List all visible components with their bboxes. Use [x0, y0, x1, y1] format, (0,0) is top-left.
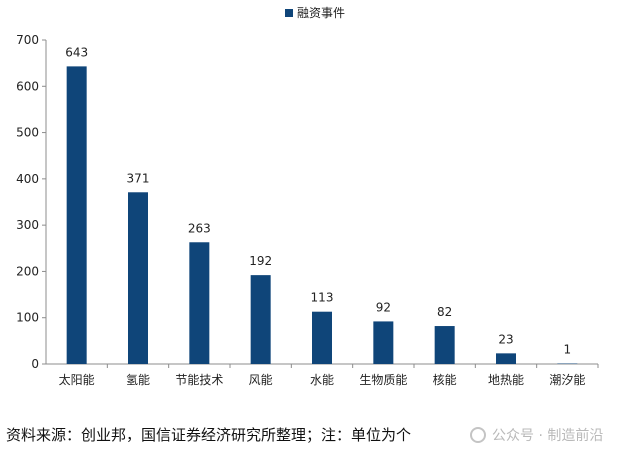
x-tick-label: 核能	[433, 373, 457, 387]
data-label: 192	[249, 254, 272, 268]
x-tick-label: 节能技术	[175, 373, 223, 387]
y-tick-label: 0	[31, 357, 39, 371]
y-tick-label: 400	[16, 172, 39, 186]
y-tick-label: 600	[16, 79, 39, 93]
bar-3	[189, 242, 210, 364]
data-label: 263	[188, 221, 211, 235]
y-tick-label: 300	[16, 218, 39, 232]
bar-8	[496, 353, 516, 364]
legend-swatch	[285, 9, 293, 17]
y-tick-label: 700	[16, 33, 39, 47]
x-tick-label: 水能	[310, 373, 334, 387]
bar-5	[312, 311, 332, 364]
source-note: 资料来源：创业邦，国信证券经济研究所整理；注：单位为个	[6, 426, 412, 444]
x-tick-label: 太阳能	[59, 372, 95, 387]
x-tick-label: 潮汐能	[549, 372, 585, 387]
data-label: 23	[498, 332, 513, 346]
y-tick-label: 200	[16, 264, 39, 278]
data-label: 82	[437, 305, 452, 319]
bar-6	[373, 321, 394, 364]
x-tick-label: 风能	[249, 373, 273, 387]
x-tick-label: 地热能	[488, 373, 524, 387]
watermark-text: 公众号 · 制造前沿	[492, 428, 604, 444]
bar-4	[250, 275, 271, 364]
data-label: 92	[376, 300, 391, 314]
bar-chart: 0 100 200 300 400 500 600 700 643 太阳能 371 氢能 263 节能技术…	[16, 6, 599, 387]
bar-7	[434, 326, 455, 364]
bar-2	[128, 192, 148, 364]
legend-label: 融资事件	[297, 6, 345, 20]
wechat-icon	[470, 427, 486, 443]
y-tick-label: 100	[16, 311, 39, 325]
data-label: 643	[65, 45, 88, 59]
bar-1	[66, 66, 87, 364]
data-label: 1	[564, 343, 572, 357]
data-label: 113	[311, 291, 334, 305]
data-label: 371	[127, 171, 150, 185]
y-tick-label: 500	[16, 126, 39, 140]
watermark: 公众号 · 制造前沿	[470, 425, 603, 445]
x-tick-label: 生物质能	[359, 373, 407, 387]
x-tick-label: 氢能	[126, 372, 150, 387]
